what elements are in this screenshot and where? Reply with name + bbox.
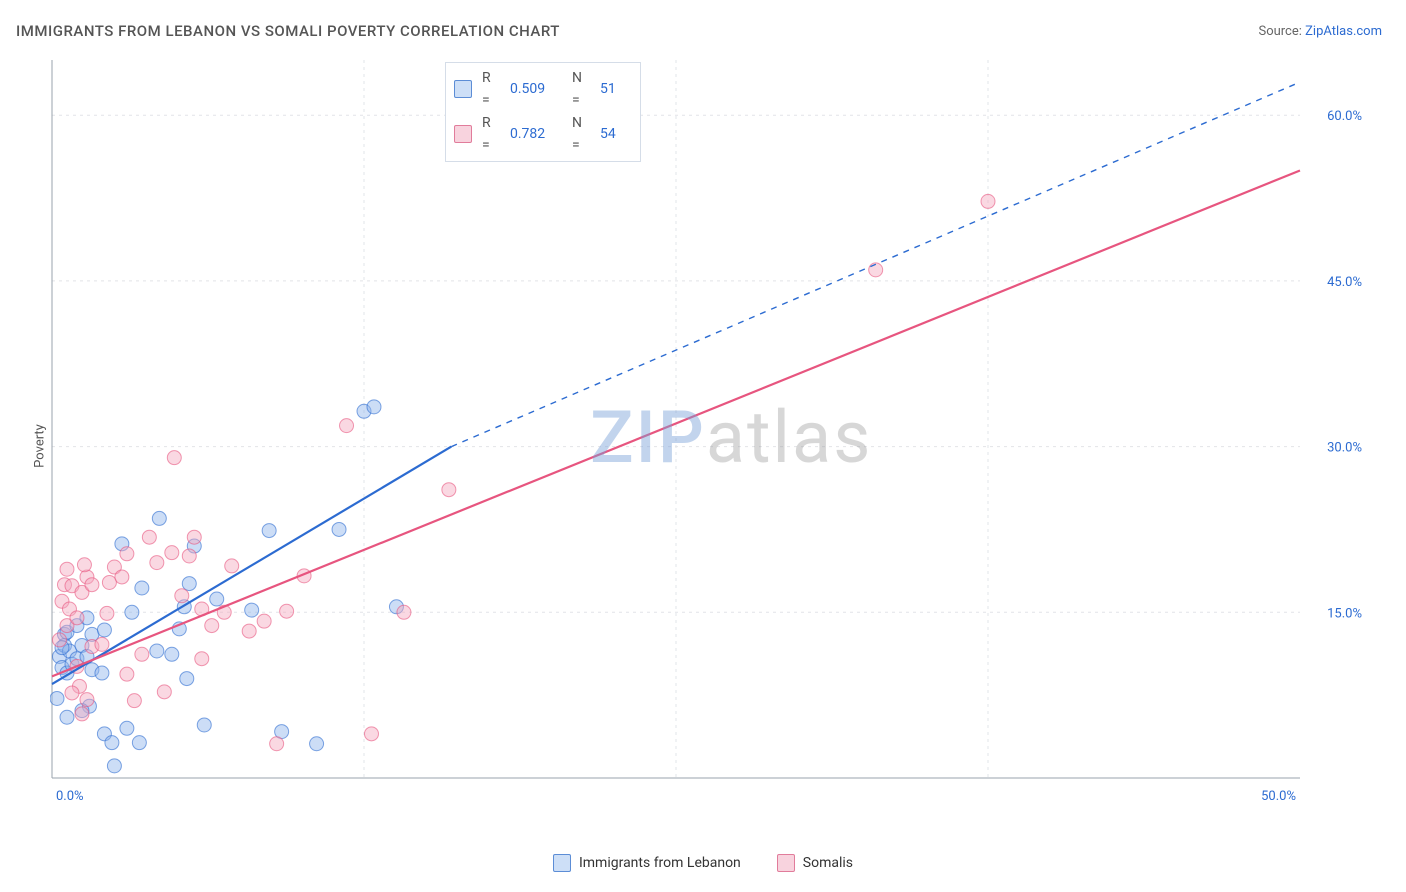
r-label: R =	[482, 112, 500, 157]
n-value: 54	[600, 123, 628, 145]
chart-plot-area: 15.0% 30.0% 45.0% 60.0% 0.0% 50.0%	[50, 58, 1370, 818]
svg-text:45.0%: 45.0%	[1327, 275, 1362, 290]
legend-swatch	[454, 125, 472, 143]
chart-title: IMMIGRANTS FROM LEBANON VS SOMALI POVERT…	[16, 22, 560, 40]
n-value: 51	[600, 78, 628, 100]
legend-row: R = 0.782 N = 54	[454, 112, 628, 157]
legend-row: R = 0.509 N = 51	[454, 67, 628, 112]
legend-swatch	[454, 80, 472, 98]
svg-text:30.0%: 30.0%	[1327, 441, 1362, 456]
n-label: N =	[572, 112, 590, 157]
legend-label: Immigrants from Lebanon	[579, 855, 741, 871]
chart-svg: 15.0% 30.0% 45.0% 60.0% 0.0% 50.0%	[50, 58, 1370, 818]
n-label: N =	[572, 67, 590, 112]
r-value: 0.782	[510, 123, 562, 145]
r-value: 0.509	[510, 78, 562, 100]
source-prefix: Source:	[1258, 24, 1305, 39]
legend-item: Somalis	[777, 854, 853, 872]
legend-label: Somalis	[803, 855, 853, 871]
source-link[interactable]: ZipAtlas.com	[1305, 24, 1382, 39]
correlation-legend: R = 0.509 N = 51 R = 0.782 N = 54	[445, 62, 641, 162]
legend-item: Immigrants from Lebanon	[553, 854, 741, 872]
svg-text:0.0%: 0.0%	[56, 789, 84, 804]
svg-text:15.0%: 15.0%	[1327, 606, 1362, 621]
source-attribution: Source: ZipAtlas.com	[1258, 24, 1382, 39]
svg-text:50.0%: 50.0%	[1261, 789, 1296, 804]
r-label: R =	[482, 67, 500, 112]
legend-swatch	[553, 854, 571, 872]
svg-text:60.0%: 60.0%	[1327, 109, 1362, 124]
legend-swatch	[777, 854, 795, 872]
series-legend: Immigrants from Lebanon Somalis	[0, 854, 1406, 872]
y-axis-label: Poverty	[32, 424, 47, 468]
